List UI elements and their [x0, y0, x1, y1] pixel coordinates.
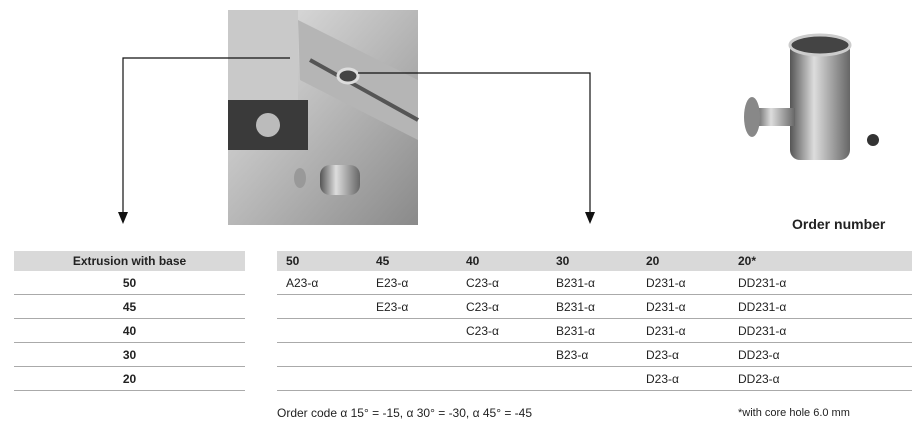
row-divider [277, 366, 912, 367]
cell: C23-α [466, 276, 499, 290]
row-cell: 20 [122, 372, 137, 386]
heading: Order number [792, 216, 886, 232]
header-cell: 20 [646, 254, 660, 268]
row-divider [277, 294, 912, 295]
row-cell: 30 [122, 348, 137, 362]
header-cell: 20* [738, 254, 757, 268]
cell: DD23-α [738, 372, 780, 386]
row-divider [277, 318, 912, 319]
row-divider [14, 390, 245, 391]
row-cell: 40 [122, 324, 137, 338]
photo-extrusion [228, 10, 419, 225]
row-divider [14, 294, 245, 295]
arrowhead [585, 212, 595, 224]
cell: B23-α [556, 348, 589, 362]
header-cell: 50 [286, 254, 300, 268]
footnote: *with core hole 6.0 mm [738, 407, 850, 419]
row-divider [277, 342, 912, 343]
header-cell: 40 [466, 254, 480, 268]
cell: DD231-α [738, 324, 787, 338]
footnote: Order code α 15° = -15, α 30° = -30, α 4… [277, 406, 533, 420]
cell: D231-α [646, 300, 686, 314]
photo-connector [744, 33, 879, 160]
cell: A23-α [286, 276, 319, 290]
header-cell: 45 [376, 254, 390, 268]
header-cell: 30 [556, 254, 570, 268]
header-bg [14, 251, 245, 271]
cell: D23-α [646, 348, 679, 362]
row-divider [14, 318, 245, 319]
cell: B231-α [556, 300, 595, 314]
cell: DD23-α [738, 348, 780, 362]
row-divider [277, 390, 912, 391]
arrowhead [118, 212, 128, 224]
row-divider [14, 342, 245, 343]
header-cell: Extrusion with base [72, 254, 187, 268]
cell: D23-α [646, 372, 679, 386]
row-divider [14, 366, 245, 367]
cell: B231-α [556, 276, 595, 290]
header-bg [277, 251, 912, 271]
row-cell: 45 [122, 300, 137, 314]
cell: DD231-α [738, 276, 787, 290]
cell: D231-α [646, 324, 686, 338]
cell: B231-α [556, 324, 595, 338]
cell: E23-α [376, 300, 409, 314]
cell: C23-α [466, 300, 499, 314]
row-cell: 50 [122, 276, 137, 290]
arrows [122, 57, 591, 214]
cell: E23-α [376, 276, 409, 290]
cell: DD231-α [738, 300, 787, 314]
cell: C23-α [466, 324, 499, 338]
cell: D231-α [646, 276, 686, 290]
